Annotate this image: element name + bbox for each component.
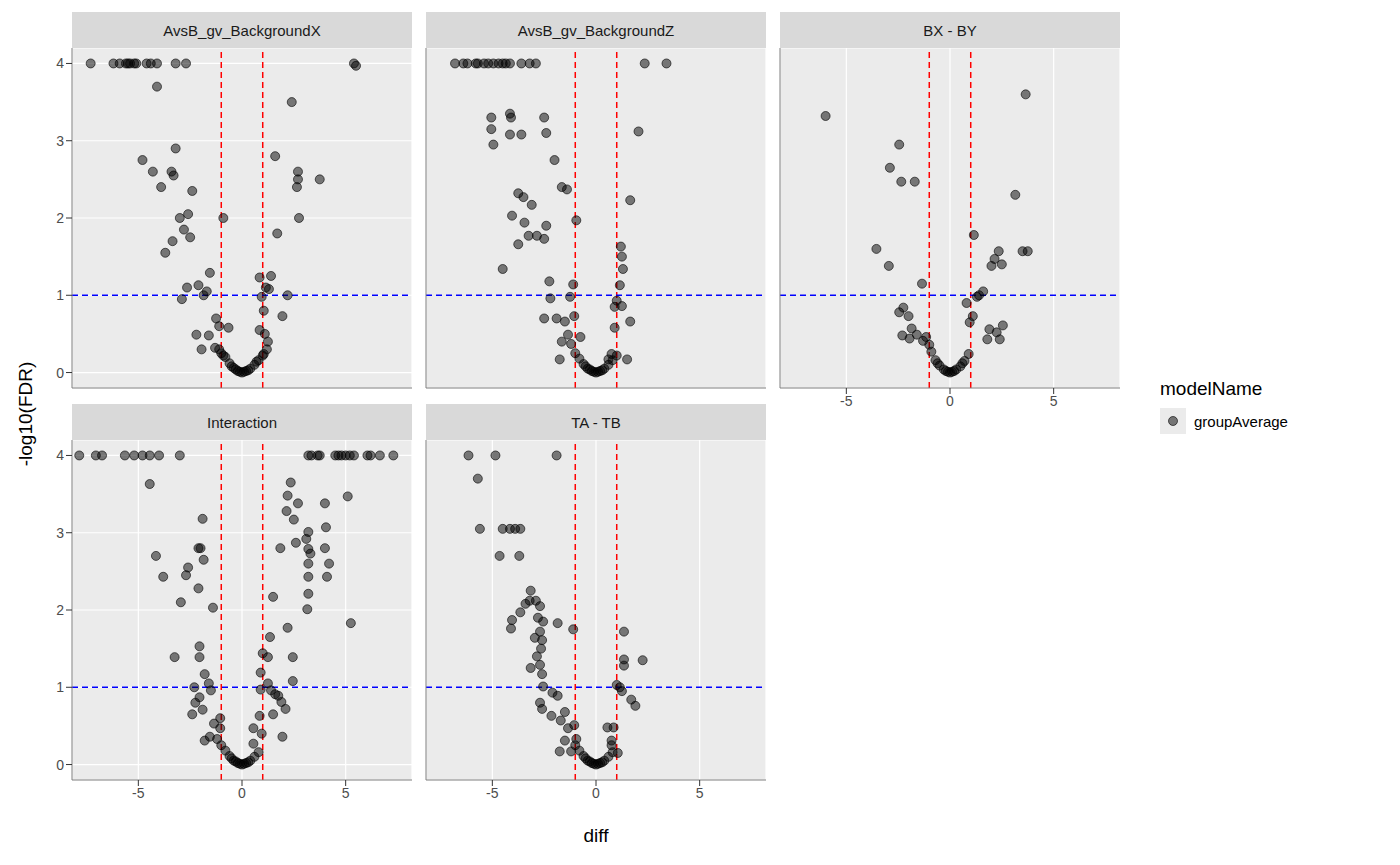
svg-text:0: 0 [56, 757, 64, 773]
svg-text:3: 3 [56, 133, 64, 149]
html-text:AvsB_gv_BackgroundZ: AvsB_gv_BackgroundZ [517, 21, 675, 39]
svg-text:-5: -5 [840, 393, 853, 409]
svg-text:1: 1 [56, 679, 64, 695]
svg-text:2: 2 [56, 602, 64, 618]
svg-text:1: 1 [56, 287, 64, 303]
svg-text:5: 5 [342, 785, 350, 801]
svg-text:-5: -5 [486, 785, 499, 801]
svg-text:0: 0 [592, 785, 600, 801]
html-text:-log10(FDR): -log10(FDR) [15, 361, 36, 467]
svg-text:4: 4 [56, 55, 64, 71]
html-text:AvsB_gv_BackgroundX: AvsB_gv_BackgroundX [163, 21, 321, 39]
html-text:BX - BY: BX - BY [923, 21, 977, 39]
svg-text:5: 5 [696, 785, 704, 801]
svg-text:4: 4 [56, 447, 64, 463]
svg-text:2: 2 [56, 210, 64, 226]
html-text:diff: diff [583, 825, 609, 846]
svg-text:-5: -5 [132, 785, 145, 801]
html-text:modelName: modelName [1160, 378, 1263, 399]
svg-text:3: 3 [56, 525, 64, 541]
svg-text:5: 5 [1050, 393, 1058, 409]
svg-text:0: 0 [238, 785, 246, 801]
svg-text:0: 0 [56, 365, 64, 381]
html-text:groupAverage: groupAverage [1194, 412, 1288, 430]
html-text:Interaction: Interaction [207, 413, 277, 431]
svg-text:0: 0 [946, 393, 954, 409]
html-text:TA - TB: TA - TB [571, 413, 621, 431]
